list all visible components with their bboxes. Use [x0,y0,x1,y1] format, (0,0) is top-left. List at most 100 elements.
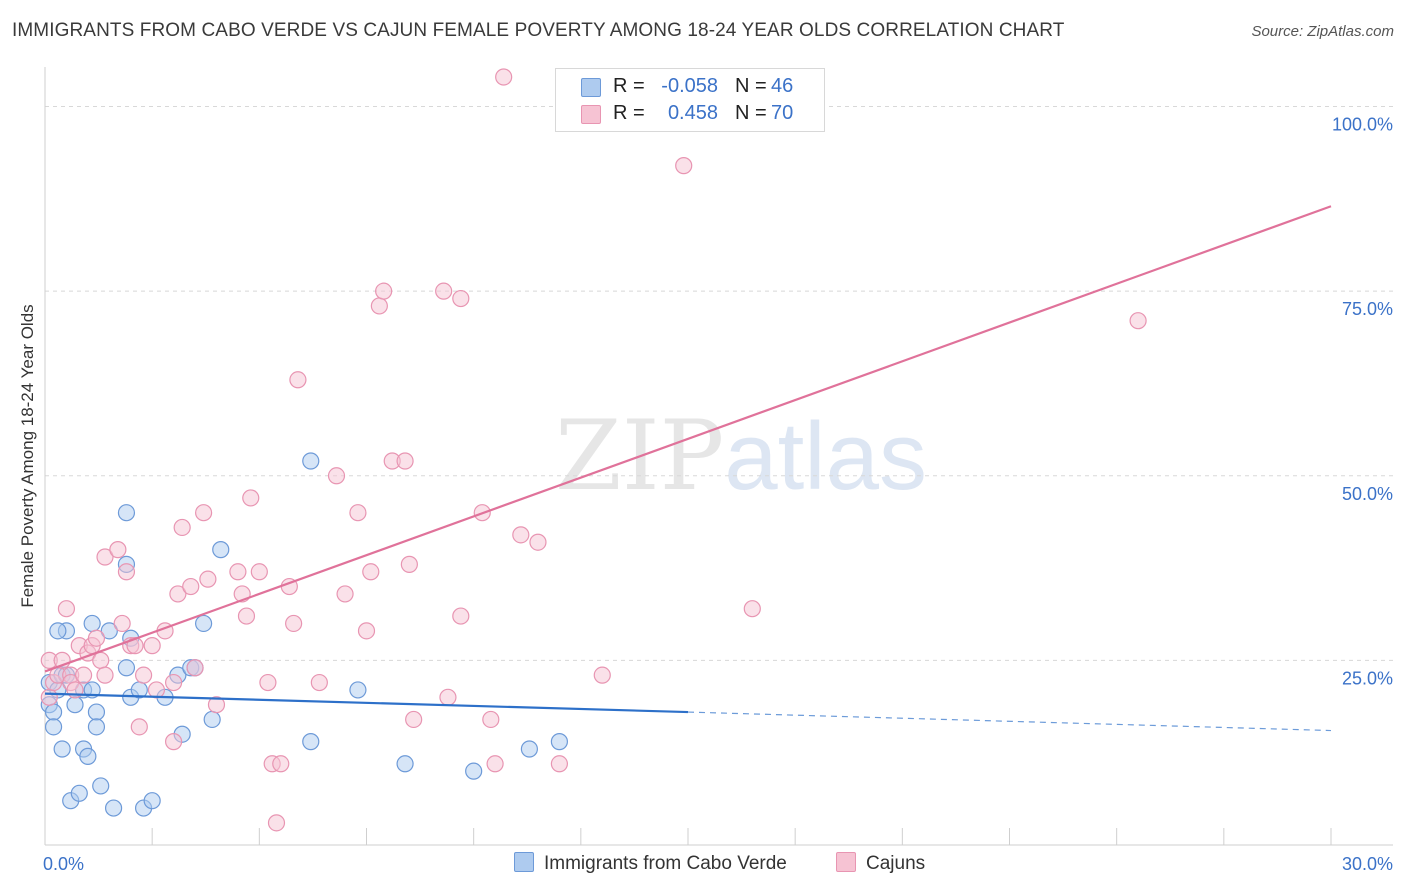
cajun-point [186,659,204,677]
legend-label-cajuns: Cajuns [866,853,926,874]
cabo-verde-point [212,541,230,559]
legend-r-value: -0.058 [661,75,718,97]
cabo-verde-point [92,777,110,795]
cabo-verde-point [195,614,213,633]
cajun-trendline [44,205,1332,673]
cajun-point [743,600,761,618]
chart-title: IMMIGRANTS FROM CABO VERDE VS CAJUN FEMA… [12,20,1065,41]
cabo-verde-point [302,452,320,470]
y-tick-label: 25.0% [1342,668,1393,688]
cajun-point [74,666,93,684]
cajun-point [439,688,457,706]
cajun-point [512,526,530,544]
cajun-point [336,585,354,603]
cajun-point [285,614,303,633]
legend-r-label: R = [613,102,645,124]
cajun-point [147,681,166,699]
cajun-point [229,563,247,581]
correlation-legend: R = -0.058 N = 46 R = 0.458 N = 70 [555,68,825,132]
cabo-verde-trendline [44,692,689,714]
zipatlas-watermark: ZIPatlas [555,400,927,512]
cajun-point [452,289,470,308]
cabo-verde-point [66,696,84,714]
cajun-point [207,696,226,714]
cajun-point [259,673,277,692]
cajun-point [435,282,453,300]
cajun-point [96,548,114,566]
cajun-point [250,563,268,581]
watermark-atlas: atlas [724,403,927,510]
legend-swatch-pink [836,852,856,872]
cabo-verde-point [79,747,97,765]
legend-swatch-blue [581,78,601,97]
cajun-point [130,718,148,736]
x-tick-label: 30.0% [1342,854,1393,874]
cajun-point [396,452,414,470]
cajun-point [289,371,307,389]
cajun-point [495,68,513,86]
cajun-point [486,755,504,773]
cajun-point [117,563,136,581]
legend-row-cabo-verde: R = -0.058 N = 46 [556,73,824,99]
cabo-verde-point [396,755,414,773]
cajun-point [482,710,500,729]
cajun-point [40,688,58,706]
cajun-point [405,710,423,729]
cajun-point [675,157,693,175]
legend-item-cabo-verde[interactable]: Immigrants from Cabo Verde [514,852,787,875]
series-legend: Immigrants from Cabo Verde Cajuns [0,852,1406,876]
cajun-point [349,504,367,522]
cabo-verde-point [87,703,106,721]
legend-swatch-pink [581,105,601,124]
cajun-point [267,814,286,832]
legend-swatch-blue [514,852,534,872]
cabo-verde-point [465,762,483,780]
cajun-point [173,518,191,537]
cabo-verde-point [104,799,123,817]
x-tick-label: 0.0% [43,854,84,874]
cabo-verde-point [49,622,67,640]
cajun-point [375,282,393,300]
cajun-point [452,607,470,625]
cabo-verde-trendline-extension [687,711,1332,732]
legend-n-label: N = [735,75,767,97]
cajun-point [87,629,106,647]
y-axis-label: Female Poverty Among 18-24 Year Olds [18,304,37,608]
cajun-point [1129,312,1147,330]
cabo-verde-point [44,703,63,721]
cajun-point [165,673,183,692]
chart-source: Source: ZipAtlas.com [1251,23,1394,40]
cajun-point [237,607,256,625]
cajun-point [92,651,110,669]
cajun-point [126,637,144,655]
cabo-verde-point [70,784,88,802]
cabo-verde-point [87,718,106,736]
cajun-point [357,622,376,640]
cabo-verde-point [44,718,63,736]
cabo-verde-point [53,740,71,758]
cajun-point [57,600,76,618]
legend-r-label: R = [613,75,645,97]
legend-label-cabo-verde: Immigrants from Cabo Verde [544,853,787,874]
legend-row-cajuns: R = 0.458 N = 70 [556,100,824,126]
cabo-verde-point [83,614,101,633]
legend-item-cajuns[interactable]: Cajuns [836,852,925,875]
cajun-point [113,614,131,633]
y-tick-label: 50.0% [1342,484,1393,504]
cajun-point [550,755,569,773]
cabo-verde-point [117,504,136,522]
cabo-verde-point [143,792,161,810]
cabo-verde-point [550,733,569,751]
cajun-point [362,563,380,581]
cajun-point [327,467,346,485]
cajun-point [182,577,200,596]
cajun-point [370,297,388,315]
cajun-point [195,504,213,522]
cajun-point [272,755,290,773]
cajun-point [199,570,217,588]
cajun-point [165,733,183,751]
legend-r-value: 0.458 [667,102,718,124]
cabo-verde-point [203,710,221,729]
legend-n-value: 46 [771,75,794,97]
